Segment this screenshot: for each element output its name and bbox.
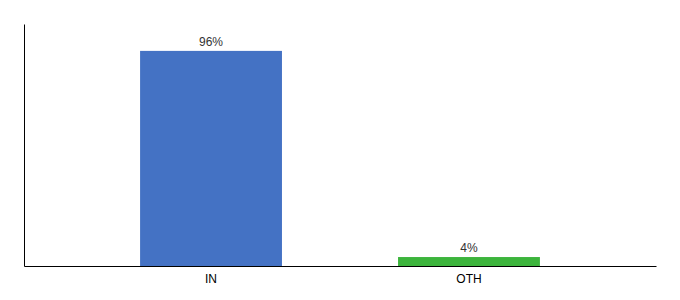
data-labels: 96% 4% <box>199 35 478 255</box>
bar <box>398 257 540 266</box>
data-label: 4% <box>460 241 478 255</box>
bars <box>140 51 540 266</box>
x-tick-label: IN <box>205 272 217 286</box>
y-axis-line <box>24 25 25 267</box>
x-axis: IN OTH <box>25 266 657 286</box>
data-label: 96% <box>199 35 223 49</box>
plot: IN OTH 96% 4% <box>25 25 657 286</box>
x-tick: OTH <box>456 266 481 286</box>
chart: IN OTH 96% 4% <box>0 0 680 300</box>
x-tick: IN <box>205 266 217 286</box>
x-tick-label: OTH <box>456 272 481 286</box>
x-axis-line <box>25 266 657 267</box>
bar <box>140 51 282 266</box>
y-axis <box>24 25 25 267</box>
